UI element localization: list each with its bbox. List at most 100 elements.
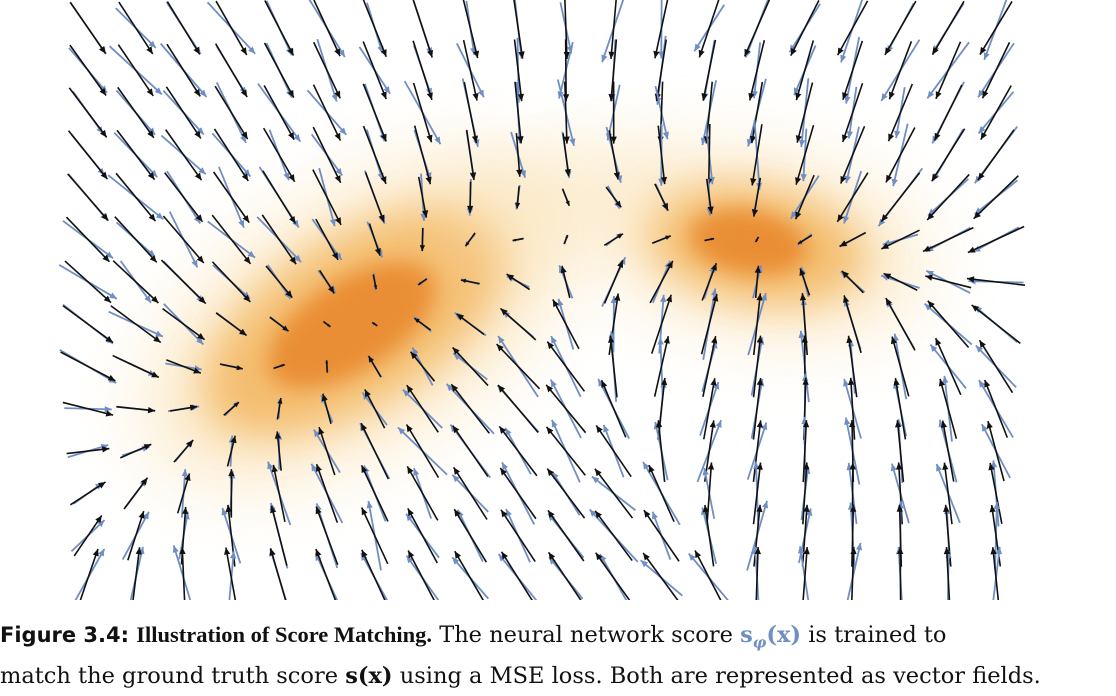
ground-truth-score-arrow — [545, 384, 587, 434]
ground-truth-score-arrow — [933, 84, 963, 141]
ground-truth-score-arrow — [547, 551, 582, 600]
ground-truth-score-arrow — [318, 269, 335, 294]
ground-truth-score-arrow — [978, 339, 1014, 394]
network-score-arrow — [840, 0, 864, 63]
ground-truth-score-arrow — [648, 464, 675, 523]
ground-truth-score-arrow — [498, 425, 538, 477]
ground-truth-score-arrow — [312, 169, 342, 226]
ground-truth-score-arrow — [922, 226, 974, 253]
ground-truth-score-arrow — [132, 547, 142, 600]
ground-truth-score-arrow — [749, 81, 764, 144]
ground-truth-score-arrow — [464, 232, 476, 247]
ground-truth-score-arrow — [846, 335, 858, 398]
ground-truth-score-arrow — [118, 1, 154, 55]
ground-truth-score-arrow — [700, 293, 719, 355]
ground-truth-score-arrow — [560, 265, 571, 299]
ground-truth-score-arrow — [512, 237, 524, 242]
ground-truth-score-arrow — [801, 504, 810, 567]
ground-truth-score-arrow — [940, 420, 955, 482]
ground-truth-score-arrow — [214, 85, 249, 140]
density-heatmap — [146, 146, 924, 483]
ground-truth-score-arrow — [162, 308, 206, 341]
ground-truth-score-arrow — [754, 265, 761, 298]
caption-text-2: match the ground truth score — [0, 662, 339, 689]
ground-truth-score-arrow — [67, 173, 109, 222]
ground-truth-score-arrow — [497, 384, 539, 433]
ground-truth-score-arrow — [799, 268, 811, 296]
ground-truth-score-arrow — [362, 125, 387, 185]
ground-truth-score-arrow — [452, 466, 488, 520]
ground-truth-score-arrow — [552, 299, 580, 350]
ground-truth-score-arrow — [967, 225, 1025, 254]
ground-truth-score-arrow — [655, 420, 666, 482]
ground-truth-score-arrow — [406, 384, 439, 433]
ground-truth-score-arrow — [462, 0, 480, 59]
ground-truth-score-arrow — [802, 420, 810, 483]
ground-truth-score-arrow — [934, 337, 962, 396]
ground-truth-score-arrow — [127, 510, 145, 561]
ground-truth-score-arrow — [515, 186, 521, 209]
ground-truth-score-arrow — [165, 86, 202, 139]
density-blob-left-core — [267, 261, 437, 389]
ground-truth-score-arrow — [465, 129, 477, 181]
ground-truth-score-arrow — [603, 233, 624, 247]
ground-truth-score-arrow — [60, 351, 116, 382]
ground-truth-score-arrow — [262, 170, 297, 225]
ground-truth-score-arrow — [270, 505, 288, 566]
ground-truth-score-arrow — [325, 360, 329, 373]
ground-truth-score-arrow — [160, 259, 207, 305]
ground-truth-score-arrow — [413, 317, 432, 331]
ground-truth-score-arrow — [702, 335, 718, 397]
ground-truth-score-arrow — [460, 278, 480, 285]
ground-truth-score-arrow — [795, 124, 815, 185]
ground-truth-score-arrow — [66, 446, 110, 455]
ground-truth-score-arrow — [322, 320, 331, 328]
ground-truth-score-arrow — [650, 294, 673, 354]
ground-truth-score-arrow — [546, 341, 586, 392]
ground-truth-score-arrow — [164, 129, 203, 181]
ground-truth-score-arrow — [273, 363, 285, 370]
ground-truth-score-arrow — [276, 397, 283, 420]
ground-truth-score-arrow — [212, 171, 250, 224]
ground-truth-score-arrow — [362, 0, 388, 58]
ground-truth-score-arrow — [450, 383, 490, 434]
ground-truth-score-arrow — [883, 272, 918, 291]
ground-truth-score-arrow — [318, 426, 336, 476]
ground-truth-score-arrow — [966, 276, 1026, 286]
ground-truth-score-arrow — [893, 378, 907, 440]
ground-truth-score-arrow — [64, 260, 112, 304]
ground-truth-score-arrow — [938, 378, 958, 439]
caption-line-2: match the ground truth score s(x) using … — [0, 660, 1116, 693]
ground-truth-score-arrow — [315, 463, 339, 523]
ground-truth-score-arrow — [169, 404, 198, 412]
ground-truth-score-arrow — [362, 83, 387, 142]
ground-truth-score-arrow — [412, 82, 433, 143]
ground-truth-score-arrow — [698, 0, 720, 58]
ground-truth-score-arrow — [364, 389, 386, 429]
ground-truth-score-arrow — [657, 125, 668, 185]
ground-truth-score-arrow — [173, 439, 194, 463]
ground-truth-score-arrow — [649, 260, 674, 304]
ground-truth-score-arrow — [514, 81, 524, 144]
ground-truth-score-arrow — [790, 0, 820, 56]
ground-truth-score-arrow — [65, 216, 111, 263]
ground-truth-score-arrow — [211, 261, 251, 303]
ground-truth-score-arrow — [499, 467, 537, 520]
ground-truth-score-arrow — [643, 509, 680, 562]
ground-truth-score-arrow — [117, 44, 154, 97]
ground-truth-score-arrow — [841, 82, 864, 143]
ground-truth-score-arrow — [467, 181, 474, 213]
ground-truth-score-arrow — [610, 81, 617, 144]
caption-text-1: The neural network score — [439, 622, 733, 648]
ground-truth-score-arrow — [843, 295, 862, 354]
ground-truth-score-arrow — [651, 235, 672, 244]
ground-truth-score-arrow — [752, 293, 763, 356]
ground-truth-score-arrow — [500, 509, 536, 563]
ground-truth-score-arrow — [983, 379, 1009, 438]
truth-score-symbol: s(x) — [345, 662, 393, 689]
ground-truth-score-arrow — [943, 547, 951, 600]
figure-caption: Figure 3.4: Illustration of Score Matchi… — [0, 618, 1116, 693]
ground-truth-score-arrow — [360, 465, 389, 522]
ground-truth-score-arrow — [462, 39, 479, 101]
ground-truth-score-arrow — [795, 40, 815, 101]
